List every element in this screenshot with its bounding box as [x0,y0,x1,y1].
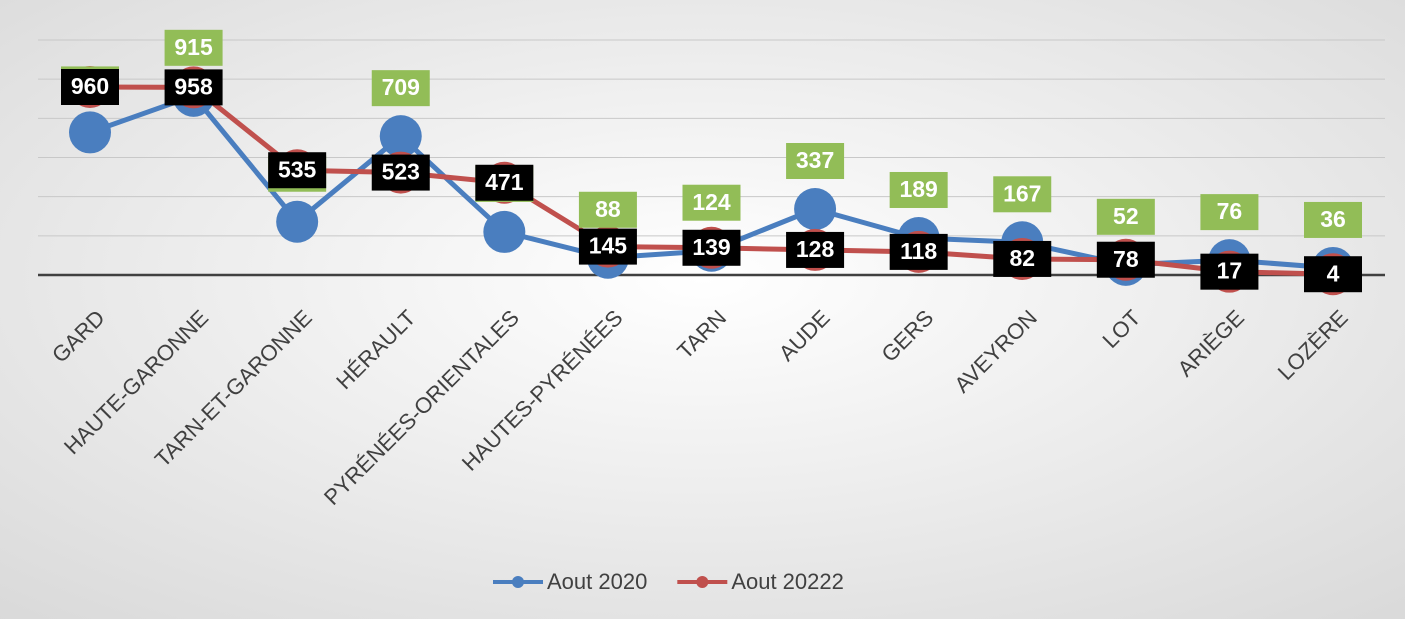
data-label: 128 [796,236,835,262]
label-box [164,69,223,106]
label-box [1096,241,1155,278]
data-label: 535 [278,156,317,182]
label-box [164,29,223,66]
label-box [475,164,534,201]
data-label: 76 [1217,198,1243,224]
label-box [371,154,430,191]
data-label: 4 [1327,260,1340,286]
label-box [993,240,1052,277]
label-box [1304,256,1362,293]
label-box [61,69,119,105]
label-box [786,231,845,268]
data-label: 52 [1113,203,1139,229]
label-box [786,143,845,180]
point [794,188,837,231]
label-box [889,233,948,270]
legend-marker [696,576,709,588]
point [379,115,422,158]
data-label: 915 [174,34,213,60]
label-box [682,229,741,266]
label-box [1200,253,1259,290]
data-label: 709 [382,74,420,100]
data-label: 145 [589,233,628,259]
data-label: 36 [1320,206,1346,232]
data-label: 471 [485,169,524,195]
label-box [889,171,948,208]
data-label: 118 [900,238,937,264]
data-label: 337 [796,147,834,173]
point [483,210,526,253]
data-label: 960 [71,73,109,99]
label-box [371,70,430,107]
data-label: 88 [595,196,621,222]
data-label: 17 [1217,258,1243,284]
data-label: 82 [1009,245,1035,271]
data-label: 958 [174,73,213,99]
label-box [1304,201,1362,238]
data-label: 189 [899,176,937,202]
label-box [1096,198,1155,235]
label-box [268,152,327,189]
legend-marker [512,576,524,588]
data-label: 124 [692,189,731,215]
point [69,111,111,154]
legend-label: Aout 20222 [731,569,844,594]
label-box [993,176,1052,213]
data-label: 523 [382,159,420,185]
label-box [682,184,741,221]
label-box [578,191,637,228]
point [276,200,319,243]
data-label: 139 [692,234,730,260]
legend-label: Aout 2020 [547,569,647,594]
label-box [1200,194,1259,231]
data-label: 78 [1113,246,1139,272]
label-box [578,228,637,265]
data-label: 167 [1003,180,1041,206]
